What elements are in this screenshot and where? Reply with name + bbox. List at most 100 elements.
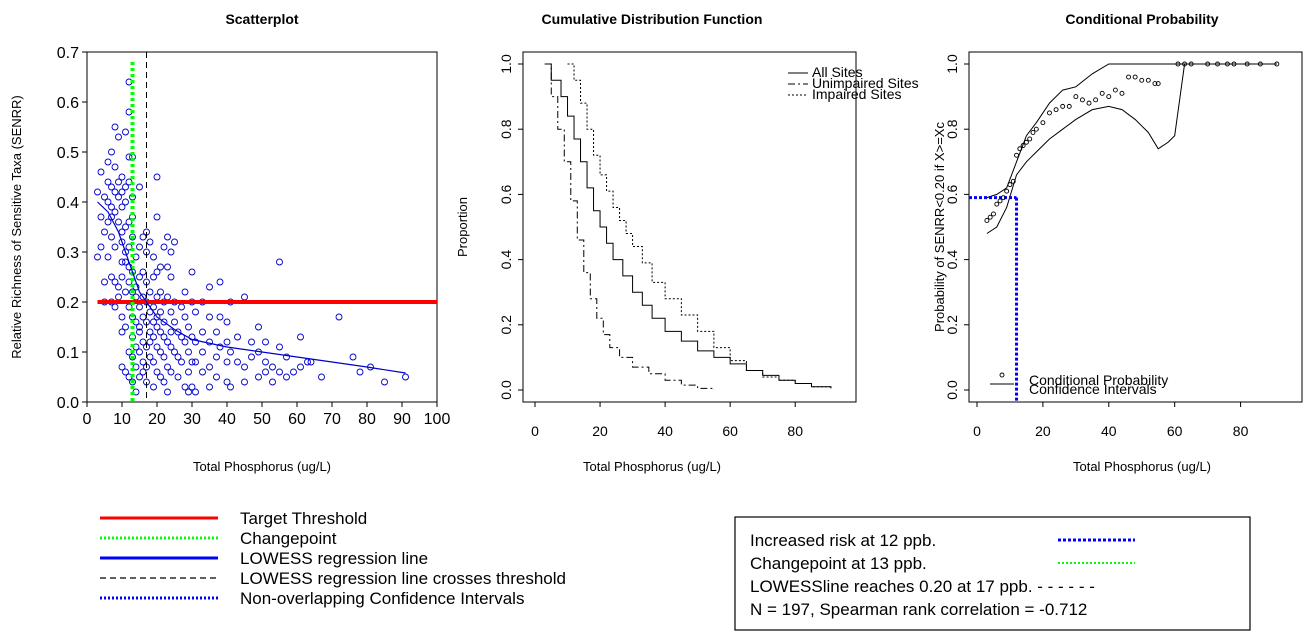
conditional-probability-point [1066,103,1072,109]
scatterplot-y-tick-label: 0.6 [57,95,79,112]
scatterplot-title: Scatterplot [225,11,298,27]
scatter-point [167,343,175,351]
scatter-point [115,133,122,141]
conditional-probability-point [1274,61,1280,67]
cdf-y-tick-label: 0.2 [498,315,514,335]
scatter-point [262,338,269,346]
scatter-point [164,293,171,301]
scatterplot-y-tick-label: 0.0 [57,395,79,412]
scatter-point [101,193,108,201]
scatter-point [171,238,178,246]
scatter-point [234,333,241,341]
scatter-point [276,343,283,351]
scatter-point [150,358,157,366]
scatter-point [178,358,185,366]
scatter-point [199,368,206,376]
scatter-point [192,358,199,366]
scatter-point [160,318,168,326]
scatter-point [136,348,143,356]
scatter-point [199,348,206,356]
scatter-point [111,188,119,196]
cdf-y-tick-label: 0.8 [498,119,514,139]
scatter-point [104,218,112,226]
scatter-point [125,153,133,161]
cdf-y-tick-label: 0.6 [498,184,514,204]
summary-line-changepoint: Changepoint at 13 ppb. [750,554,927,573]
conditional-probability-point [991,211,996,217]
cp-x-tick-label: 0 [973,423,981,439]
conditional-probability-point [1073,94,1079,100]
scatter-point [111,163,119,171]
scatter-point [248,353,255,361]
scatter-point [297,333,304,341]
scatter-point [153,323,161,331]
scatterplot-x-tick-label: 20 [148,411,166,428]
scatter-point [199,328,206,336]
scatter-point [181,288,189,296]
scatter-point [283,353,290,361]
scatter-point [146,288,154,296]
scatter-point [118,313,126,321]
scatter-point [153,368,161,376]
cdf-x-tick-label: 0 [531,423,539,439]
scatterplot-x-tick-label: 90 [393,411,411,428]
scatter-point [118,188,126,196]
scatter-point [150,333,157,341]
conditional-probability-point [1175,61,1181,67]
conditional-probability-point [1215,61,1220,67]
scatter-point [185,368,192,376]
scatter-point [150,253,157,261]
conditional-probability-point [1188,61,1194,67]
scatter-point [206,313,213,321]
cp-y-tick-label: 0.6 [944,184,960,204]
scatter-point [115,178,122,186]
conditional-probability-point [1152,81,1158,87]
scatter-point [185,323,192,331]
conditional-probability-point [994,201,1000,207]
scatter-point [269,378,276,386]
scatter-point [167,328,175,336]
scatter-point [255,323,262,331]
conditional-probability-point [1112,87,1118,93]
cp-x-tick-label: 60 [1167,423,1183,439]
conditional-probability-frame [968,51,1303,403]
scatter-point [108,148,115,156]
scatter-point [164,263,171,271]
conditional-probability-point [1099,90,1105,96]
scatter-point [206,363,213,371]
scatter-point [276,368,283,376]
scatter-point [136,373,143,381]
summary-box: Increased risk at 12 ppb. Changepoint at… [734,516,1251,631]
scatter-point [216,313,224,321]
conditional-probability-point [1010,178,1016,184]
cdf-panel: Cumulative Distribution Function 0 20 40 60… [455,11,919,474]
scatter-point [297,363,304,371]
scatterplot-y-tick-label: 0.2 [57,295,79,312]
summary-line-lowess: LOWESSline reaches 0.20 at 17 ppb. - - -… [750,577,1095,596]
scatter-point [171,348,178,356]
scatterplot-x-tick-label: 70 [323,411,341,428]
scatter-point [146,238,154,246]
scatter-point [318,373,325,381]
scatter-point [115,293,122,301]
scatter-point [111,243,119,251]
scatterplot-x-tick-label: 10 [113,411,131,428]
conditional-probability-point [1231,61,1237,67]
scatter-point [115,218,122,226]
scatter-point [216,278,224,286]
cdf-title: Cumulative Distribution Function [542,11,763,27]
conditional-probability-point [1014,152,1019,158]
scatter-point [181,313,189,321]
scatter-point [104,178,112,186]
scatter-point [139,268,147,276]
scatter-point [206,283,213,291]
conditional-probability-point [1257,61,1263,67]
cdf-lines [544,63,832,390]
scatter-point [160,243,168,251]
conditional-probability-point [1020,143,1026,148]
scatter-point [118,258,126,266]
scatter-point [125,278,133,286]
scatter-point [185,388,192,396]
